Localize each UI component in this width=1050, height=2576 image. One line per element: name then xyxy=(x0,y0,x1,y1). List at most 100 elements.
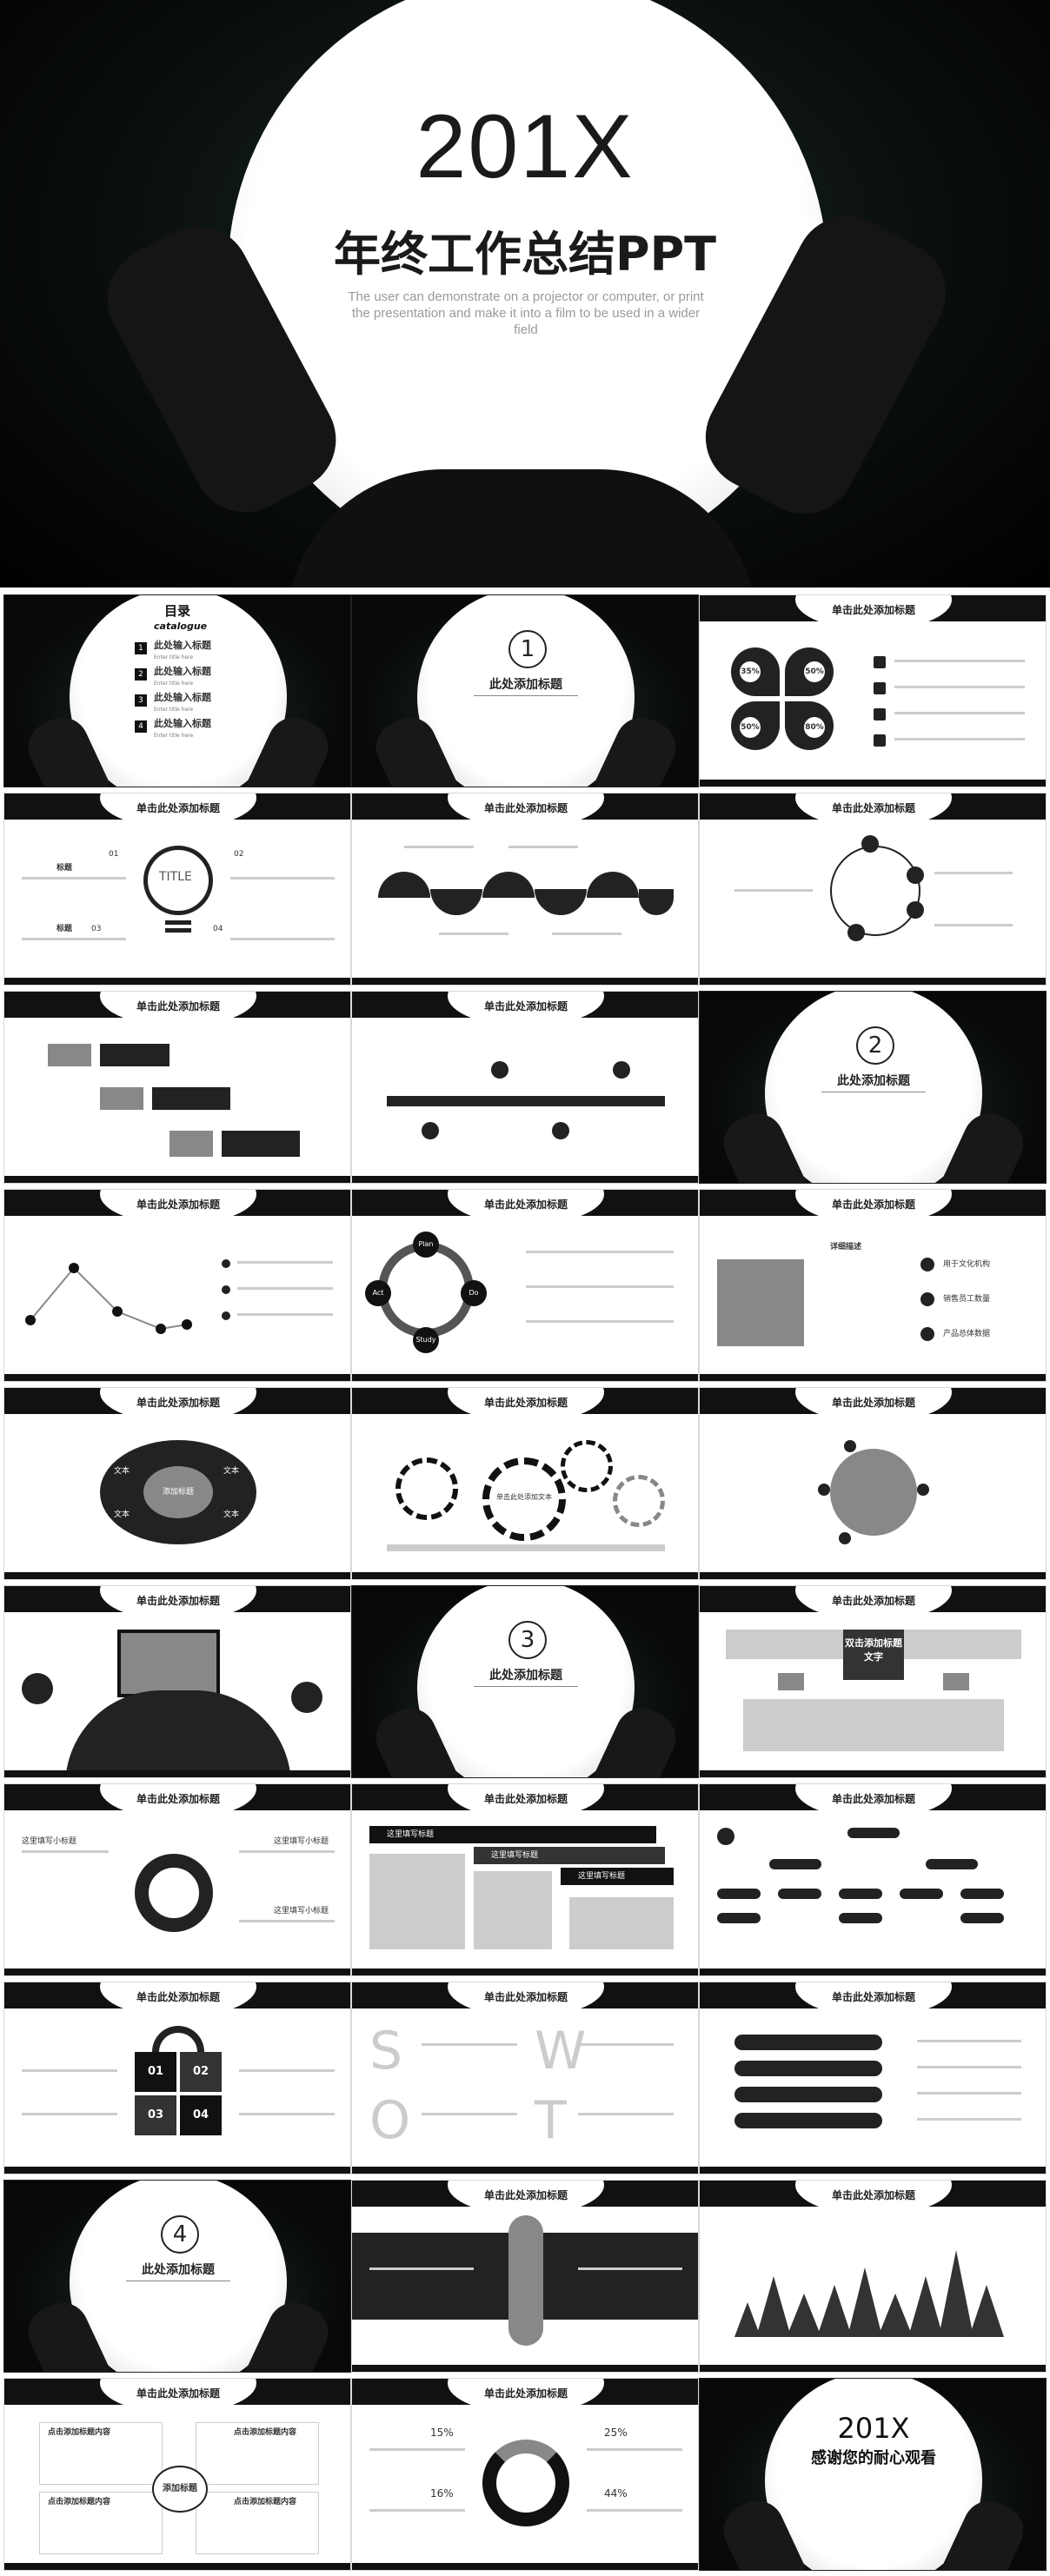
fill-title-2: 这里填写标题 xyxy=(474,1847,665,1864)
cycle-plan: Plan xyxy=(413,1232,439,1258)
slide-percent-petals[interactable]: 单击此处添加标题 35% 50% 50% 80% xyxy=(699,594,1047,787)
footer-bar xyxy=(700,1969,1046,1975)
timeline-bar xyxy=(387,1096,665,1106)
footer-bar xyxy=(4,2563,350,2570)
slide-header: 单击此处添加标题 xyxy=(831,2189,915,2201)
corner-3: 点击添加标题内容 xyxy=(48,2498,111,2506)
org-node xyxy=(717,1889,761,1899)
line-chart-graphic xyxy=(25,1263,192,1334)
hero-subtitle: The user can demonstrate on a projector … xyxy=(348,289,704,337)
slide-cycle-arrows[interactable]: 单击此处添加标题 这里填写小标题 这里填写小标题 这里填写小标题 xyxy=(3,1783,351,1976)
lock-piece-2: 02 xyxy=(180,2052,222,2092)
slide-toc[interactable]: 目录 catalogue 1 此处输入标题 Enter title here 2… xyxy=(3,594,351,787)
footer-bar xyxy=(352,2365,698,2372)
slide-section-3[interactable]: 3 此处添加标题 xyxy=(351,1585,699,1778)
slide-thanks[interactable]: 201X 感谢您的耐心观看 xyxy=(699,2378,1047,2571)
text-line xyxy=(934,872,1013,874)
orbit-icon xyxy=(839,1532,851,1544)
slide-mountain-chart[interactable]: 单击此处添加标题 xyxy=(699,2180,1047,2373)
slide-header: 单击此处添加标题 xyxy=(136,802,220,814)
wave-segment xyxy=(378,872,430,898)
quadrant-box xyxy=(196,2492,319,2554)
home-icon xyxy=(874,656,886,668)
swot-w: W xyxy=(535,2021,587,2081)
slide-wave-timeline[interactable]: 单击此处添加标题 xyxy=(351,793,699,986)
slide-section-1[interactable]: 1 此处添加标题 xyxy=(351,594,699,787)
text-line xyxy=(239,1920,335,1922)
slide-header: 单击此处添加标题 xyxy=(831,1595,915,1607)
slide-gears[interactable]: 单击此处添加标题 单击此处添加文本 xyxy=(351,1387,699,1580)
slide-progress-bars[interactable]: 单击此处添加标题 xyxy=(699,1982,1047,2174)
slide-pdca-cycle[interactable]: 单击此处添加标题 Plan Do Study Act xyxy=(351,1189,699,1382)
slide-arrow-timeline[interactable]: 单击此处添加标题 xyxy=(351,991,699,1184)
text-line xyxy=(404,846,474,848)
down-arrow xyxy=(778,1673,804,1690)
text-line xyxy=(22,2113,117,2115)
slide-arrow-titles[interactable]: 单击此处添加标题 这里填写标题 这里填写标题 这里填写标题 xyxy=(351,1783,699,1976)
chart-icon xyxy=(291,1682,322,1713)
wheel-label-2: 文本 xyxy=(223,1467,240,1476)
slide-double-click[interactable]: 单击此处添加标题 双击添加标题文字 xyxy=(699,1585,1047,1778)
cycle-arrow-graphic xyxy=(135,1854,213,1932)
text-line xyxy=(578,2113,674,2115)
section-divider xyxy=(126,2281,230,2299)
org-node xyxy=(960,1889,1004,1899)
text-line xyxy=(526,1320,674,1323)
corner-1: 点击添加标题内容 xyxy=(48,2428,111,2437)
slide-monitor[interactable]: 单击此处添加标题 xyxy=(3,1585,351,1778)
org-node xyxy=(778,1889,821,1899)
gear-center-text: 单击此处添加文本 xyxy=(496,1493,552,1501)
text-line xyxy=(734,889,813,892)
slide-bulb[interactable]: 单击此处添加标题 TITLE 01 02 03 04 标题 标题 xyxy=(3,793,351,986)
org-node xyxy=(839,1889,882,1899)
footer-bar xyxy=(4,1770,350,1777)
text-line xyxy=(239,2069,335,2072)
section-title: 此处添加标题 xyxy=(489,1669,562,1683)
caption-box xyxy=(152,1087,230,1110)
slide-icon-circle[interactable]: 单击此处添加标题 xyxy=(699,793,1047,986)
slide-line-chart[interactable]: 单击此处添加标题 xyxy=(3,1189,351,1382)
slide-section-4[interactable]: 4 此处添加标题 xyxy=(3,2180,351,2373)
slide-section-2[interactable]: 2 此处添加标题 xyxy=(699,991,1047,1184)
footer-bar xyxy=(700,780,1046,787)
progress-bar xyxy=(734,2087,882,2102)
calendar-icon xyxy=(907,901,924,919)
slide-header: 单击此处添加标题 xyxy=(483,1000,568,1012)
slide-bridge[interactable]: 单击此处添加标题 xyxy=(699,1387,1047,1580)
wave-segment xyxy=(430,889,482,915)
text-line xyxy=(439,933,508,935)
footer-bar xyxy=(4,1176,350,1183)
text-line xyxy=(578,2043,674,2046)
footer-bar xyxy=(352,978,698,985)
detail-icon xyxy=(920,1292,934,1306)
text-line xyxy=(422,2113,517,2115)
bulb-icon xyxy=(143,846,213,915)
text-line xyxy=(237,1261,333,1264)
bottom-band xyxy=(743,1699,1004,1751)
slide-swot[interactable]: 单击此处添加标题 S W O T xyxy=(351,1982,699,2174)
detail-icon xyxy=(920,1327,934,1341)
footer-bar xyxy=(700,2167,1046,2174)
slide-org-chart[interactable]: 单击此处添加标题 xyxy=(699,1783,1047,1976)
slide-businessman[interactable]: 单击此处添加标题 xyxy=(351,2180,699,2373)
orbit-icon xyxy=(844,1440,856,1452)
slide-lock-puzzle[interactable]: 单击此处添加标题 01 02 03 04 xyxy=(3,1982,351,2174)
footer-bar xyxy=(4,1969,350,1975)
footer-bar xyxy=(352,2167,698,2174)
detail-heading: 详细描述 xyxy=(830,1243,862,1251)
slide-photo-list[interactable]: 单击此处添加标题 xyxy=(3,991,351,1184)
text-line xyxy=(508,846,578,848)
timeline-icon xyxy=(613,1061,630,1079)
footer-bar xyxy=(700,1770,1046,1777)
add-center: 添加标题 xyxy=(152,2466,208,2513)
caption-box xyxy=(222,1131,300,1157)
building-photo xyxy=(100,1087,143,1110)
timeline-icon xyxy=(552,1122,569,1139)
slide-wheel[interactable]: 单击此处添加标题 添加标题 文本 文本 文本 文本 xyxy=(3,1387,351,1580)
slide-team-photo[interactable]: 单击此处添加标题 详细描述 用于文化机构 销售员工数量 产品总体数据 xyxy=(699,1189,1047,1382)
slide-donut[interactable]: 单击此处添加标题 15% 25% 16% 44% xyxy=(351,2378,699,2571)
section-divider xyxy=(474,1686,578,1704)
slide-add-title-cross[interactable]: 单击此处添加标题 添加标题 点击添加标题内容 点击添加标题内容 点击添加标题内容… xyxy=(3,2378,351,2571)
glow-circle xyxy=(70,595,287,787)
slide-header: 单击此处添加标题 xyxy=(483,1793,568,1805)
